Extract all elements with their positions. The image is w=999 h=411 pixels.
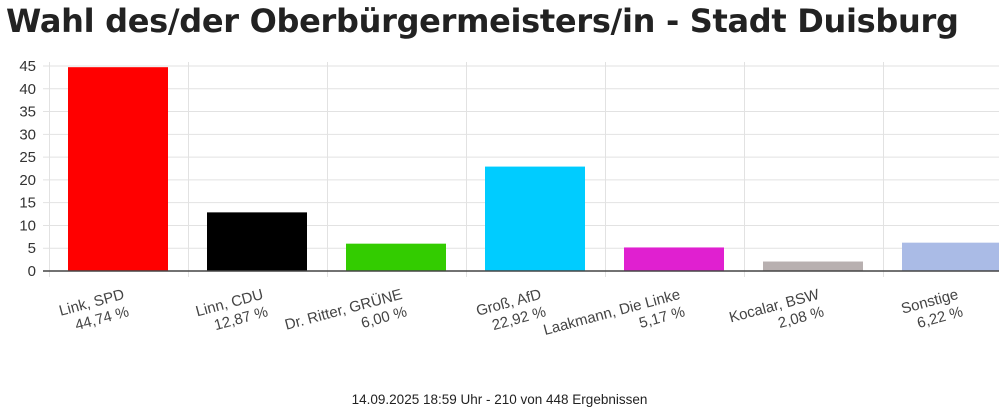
y-tick-label: 5 xyxy=(28,240,36,257)
y-tick-label: 15 xyxy=(19,195,36,212)
y-tick-label: 20 xyxy=(19,172,36,189)
y-tick-label: 10 xyxy=(19,217,36,234)
bar xyxy=(624,247,724,271)
chart-title: Wahl des/der Oberbürgermeisters/in - Sta… xyxy=(6,2,959,40)
bar xyxy=(763,261,863,271)
results-footer: 14.09.2025 18:59 Uhr - 210 von 448 Ergeb… xyxy=(351,392,648,407)
y-tick-label: 0 xyxy=(28,263,36,280)
bar xyxy=(346,243,446,271)
y-tick-label: 30 xyxy=(19,126,36,143)
y-tick-label: 35 xyxy=(19,104,36,121)
bar xyxy=(902,242,999,271)
y-tick-label: 45 xyxy=(19,58,36,75)
y-tick-label: 25 xyxy=(19,149,36,166)
bar xyxy=(68,67,168,271)
y-tick-label: 40 xyxy=(19,81,36,98)
bar xyxy=(207,212,307,271)
bar xyxy=(485,166,585,271)
